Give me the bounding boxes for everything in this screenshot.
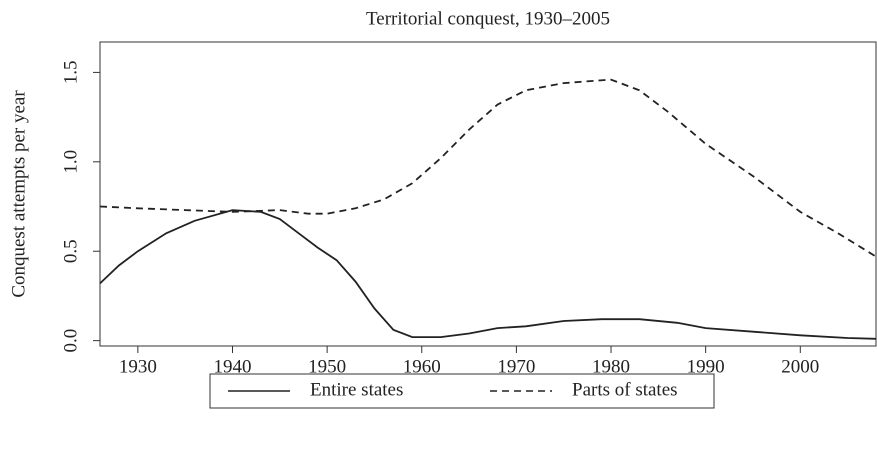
series-line (99, 78, 877, 258)
plot-frame (99, 41, 877, 347)
x-tick-label: 1970 (497, 356, 535, 377)
legend-box (209, 373, 715, 409)
legend-label: Entire states (310, 379, 403, 400)
y-tick-label: 1.5 (60, 61, 81, 85)
y-tick-label: 0.0 (60, 329, 81, 353)
x-tick-label: 1940 (213, 356, 251, 377)
x-tick-label: 2000 (781, 356, 819, 377)
y-axis-label: Conquest attempts per year (8, 90, 29, 298)
y-tick-label: 1.0 (60, 150, 81, 174)
series-line (99, 209, 877, 340)
x-tick-label: 1980 (592, 356, 630, 377)
y-tick-label: 0.5 (60, 239, 81, 263)
x-tick-label: 1990 (687, 356, 725, 377)
x-tick-label: 1950 (308, 356, 346, 377)
chart-title: Territorial conquest, 1930–2005 (366, 8, 610, 29)
x-tick-label: 1960 (403, 356, 441, 377)
legend-label: Parts of states (572, 379, 678, 400)
x-tick-label: 1930 (119, 356, 157, 377)
